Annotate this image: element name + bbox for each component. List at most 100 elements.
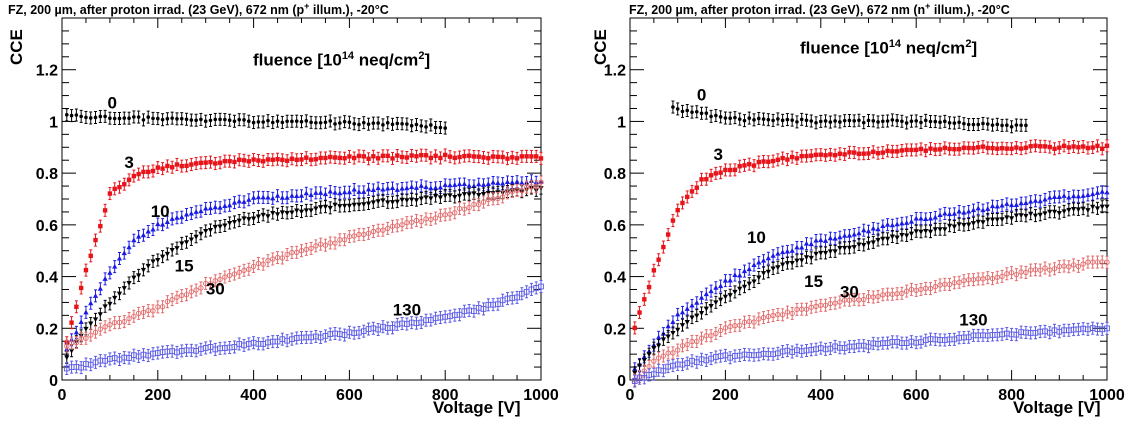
data-point — [423, 195, 429, 201]
data-point — [395, 121, 400, 126]
data-point — [265, 214, 271, 220]
data-point — [303, 246, 309, 253]
data-point — [828, 120, 833, 124]
data-point — [270, 157, 275, 162]
series-3 — [64, 148, 544, 350]
data-point — [1028, 211, 1034, 217]
data-point — [207, 205, 214, 211]
data-point — [404, 185, 410, 191]
data-point — [217, 160, 223, 165]
data-point — [260, 194, 266, 200]
data-point — [776, 117, 780, 121]
data-point — [466, 183, 472, 188]
data-point — [966, 145, 971, 151]
data-point — [68, 348, 75, 354]
data-point — [775, 265, 781, 271]
y-tick-label: 0.6 — [36, 218, 58, 235]
data-point — [313, 243, 319, 249]
data-point — [456, 205, 463, 212]
data-point — [346, 233, 353, 240]
data-point — [418, 196, 424, 202]
data-point — [761, 159, 766, 164]
data-point — [952, 147, 957, 152]
data-point — [246, 266, 252, 272]
data-point — [318, 190, 324, 195]
data-point — [83, 267, 89, 273]
data-point — [1037, 267, 1043, 273]
data-point — [923, 228, 929, 234]
data-point — [698, 294, 705, 300]
data-point — [486, 156, 491, 161]
data-point — [405, 122, 409, 126]
data-point — [395, 153, 400, 158]
data-point — [466, 204, 472, 211]
data-point — [680, 109, 685, 114]
series-130 — [631, 321, 1110, 388]
data-point — [260, 159, 266, 164]
data-point — [116, 291, 123, 297]
data-point — [966, 222, 972, 228]
data-point — [741, 268, 748, 274]
data-point — [636, 363, 643, 369]
data-point — [961, 278, 967, 284]
data-point — [121, 318, 127, 325]
legend-title: fluence [1014 neq/cm2] — [800, 38, 978, 58]
data-point — [260, 261, 266, 267]
data-point — [193, 287, 199, 293]
data-point — [361, 154, 366, 159]
data-point — [684, 341, 690, 348]
data-point — [1080, 144, 1086, 149]
data-point — [737, 272, 743, 278]
data-point — [961, 145, 967, 150]
data-point — [231, 344, 238, 350]
data-point — [1042, 265, 1048, 271]
data-point — [962, 121, 966, 126]
data-point — [428, 196, 434, 202]
data-point — [456, 193, 463, 199]
data-point — [452, 194, 458, 200]
y-tick-label: 1 — [617, 114, 626, 131]
data-point — [170, 116, 174, 120]
data-point — [385, 200, 391, 206]
y-axis-label: CCE — [591, 29, 610, 65]
data-point — [970, 221, 977, 226]
data-point — [217, 224, 223, 230]
data-point — [1080, 206, 1086, 212]
data-point — [1104, 143, 1110, 148]
data-point — [338, 121, 342, 125]
data-point — [164, 251, 170, 257]
data-point — [1066, 194, 1072, 200]
data-point — [741, 319, 748, 325]
data-point — [160, 166, 165, 171]
data-point — [289, 192, 295, 198]
data-point — [1033, 143, 1038, 148]
data-point — [394, 187, 400, 192]
y-tick-label: 0 — [49, 373, 58, 390]
data-point — [179, 292, 185, 299]
series-label: 15 — [175, 256, 194, 275]
data-point — [347, 154, 352, 159]
data-point — [409, 153, 414, 158]
data-point — [64, 355, 70, 361]
data-point — [928, 119, 933, 124]
data-point — [923, 216, 929, 221]
data-point — [803, 255, 810, 261]
data-point — [116, 319, 123, 326]
data-point — [1056, 194, 1062, 199]
x-tick-label: 400 — [240, 387, 267, 404]
data-point — [404, 155, 410, 160]
data-point — [284, 251, 290, 258]
data-point — [270, 211, 276, 216]
data-point — [1047, 267, 1053, 273]
data-point — [199, 117, 203, 122]
data-point — [813, 303, 819, 309]
data-point — [121, 250, 127, 256]
data-point — [970, 207, 977, 213]
data-point — [956, 222, 962, 228]
data-point — [989, 217, 996, 223]
data-point — [140, 232, 147, 238]
data-point — [990, 123, 995, 127]
data-point — [164, 299, 171, 305]
data-point — [1047, 144, 1052, 150]
data-point — [481, 155, 486, 160]
